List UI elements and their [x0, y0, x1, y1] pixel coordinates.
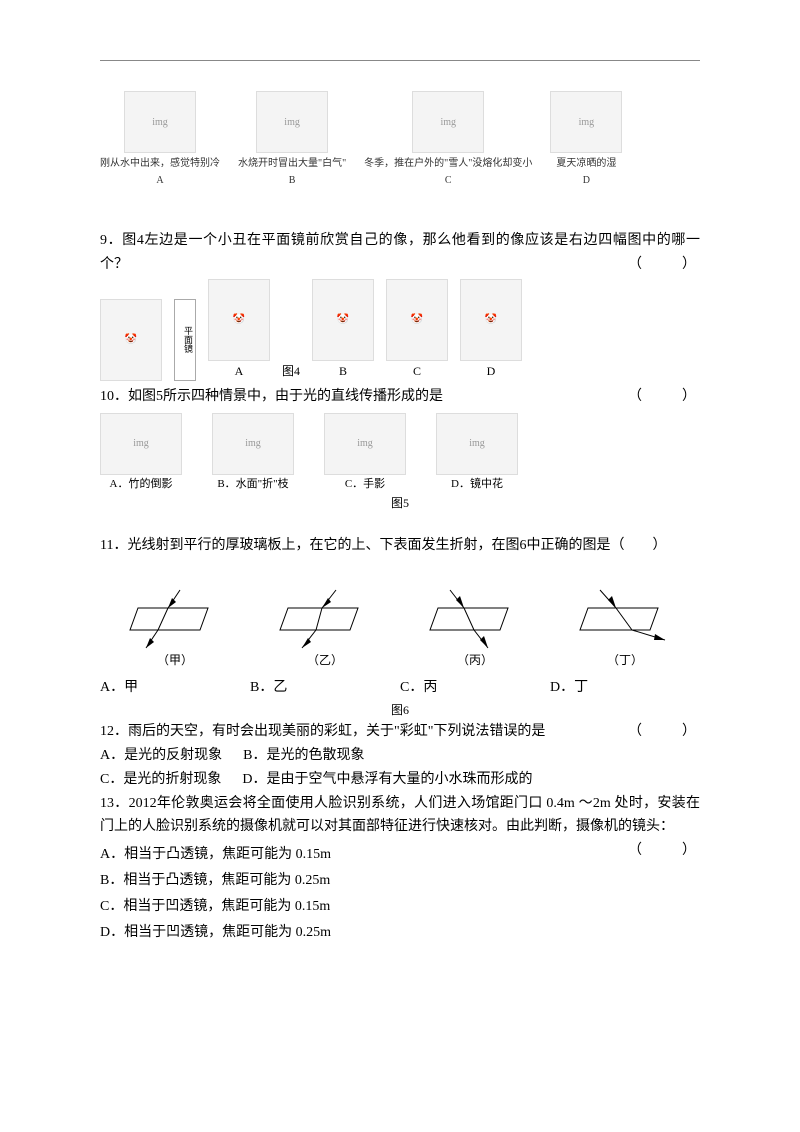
q13-c: C．相当于凹透镜，焦距可能为 0.15m	[100, 895, 700, 919]
illus-c-caption: 冬季，推在户外的"雪人"没熔化却变小	[364, 155, 532, 172]
q11-lbl-c: （丙）	[420, 650, 530, 670]
q11-fig-b: （乙）	[270, 588, 380, 670]
illus-c-letter: C	[364, 172, 532, 189]
q9-opt-b: B	[312, 361, 374, 381]
illus-a-letter: A	[100, 172, 220, 189]
q10-paren: （ ）	[628, 385, 700, 409]
q9: 9．图4左边是一个小丑在平面镜前欣赏自己的像，那么他看到的像应该是右边四幅图中的…	[100, 229, 700, 277]
q12-text: 12．雨后的天空，有时会出现美丽的彩虹，关于"彩虹"下列说法错误的是	[100, 724, 545, 739]
q9-opt-c-img: 🤡	[386, 279, 448, 361]
q11-svg-a	[120, 588, 230, 650]
q10-a-label: A．竹的倒影	[100, 475, 182, 494]
q9-opt-b-img: 🤡	[312, 279, 374, 361]
illus-b-letter: B	[238, 172, 346, 189]
q9-opt-d-img: 🤡	[460, 279, 522, 361]
q11-figure-row: （甲） （乙） （丙）	[100, 588, 700, 670]
q11-options: A．甲 B．乙 C．丙 D．丁	[100, 676, 700, 700]
q13-paren: （ ）	[628, 839, 700, 863]
q12-c: C．是光的折射现象	[100, 772, 221, 787]
illus-d-letter: D	[550, 172, 622, 189]
q11-svg-c	[420, 588, 530, 650]
top-rule	[100, 60, 700, 61]
q9-figure-row: 🤡 平面镜 🤡 A 图4 🤡 B 🤡 C 🤡 D	[100, 279, 700, 381]
q10-d-img: img	[436, 413, 518, 475]
q11-opt-b: B．乙	[250, 676, 400, 700]
illus-b: img 水烧开时冒出大量"白气" B	[238, 91, 346, 189]
q12-line2: C．是光的折射现象 D．是由于空气中悬浮有大量的小水珠而形成的	[100, 768, 700, 792]
q11-fig-d: （丁）	[570, 588, 680, 670]
q11-fig-a: （甲）	[120, 588, 230, 670]
illus-c: img 冬季，推在户外的"雪人"没熔化却变小 C	[364, 91, 532, 189]
q11-figlabel: 图6	[100, 700, 700, 720]
q9-clown-original: 🤡	[100, 299, 162, 381]
q12-paren: （ ）	[628, 720, 700, 744]
q10: 10．如图5所示四种情景中，由于光的直线传播形成的是 （ ）	[100, 385, 700, 409]
q12: 12．雨后的天空，有时会出现美丽的彩虹，关于"彩虹"下列说法错误的是 （ ）	[100, 720, 700, 744]
q11-lbl-a: （甲）	[120, 650, 230, 670]
q11-fig-c: （丙）	[420, 588, 530, 670]
q10-b: img B．水面"折"枝	[212, 413, 294, 494]
q10-b-img: img	[212, 413, 294, 475]
illus-b-caption: 水烧开时冒出大量"白气"	[238, 155, 346, 172]
q11-opt-d: D．丁	[550, 676, 700, 700]
q10-b-label: B．水面"折"枝	[212, 475, 294, 494]
q13-text: 13．2012年伦敦奥运会将全面使用人脸识别系统，人们进入场馆距门口 0.4m …	[100, 796, 700, 835]
q10-a: img A．竹的倒影	[100, 413, 182, 494]
q13-b: B．相当于凸透镜，焦距可能为 0.25m	[100, 869, 700, 893]
illus-a-image: img	[124, 91, 196, 153]
q13-a: A．相当于凸透镜，焦距可能为 0.15m	[100, 843, 700, 867]
q12-d: D．是由于空气中悬浮有大量的小水珠而形成的	[242, 772, 532, 787]
q9-opt-c: C	[386, 361, 448, 381]
q13-d: D．相当于凹透镜，焦距可能为 0.25m	[100, 921, 700, 945]
q10-a-img: img	[100, 413, 182, 475]
q13-options: A．相当于凸透镜，焦距可能为 0.15m B．相当于凸透镜，焦距可能为 0.25…	[100, 843, 700, 944]
illus-a-caption: 刚从水中出来，感觉特别冷	[100, 155, 220, 172]
q10-c-label: C．手影	[324, 475, 406, 494]
illus-d: img 夏天凉晒的湿 D	[550, 91, 622, 189]
q10-d-label: D．镜中花	[436, 475, 518, 494]
q10-figlabel: 图5	[100, 493, 700, 513]
q9-text: 9．图4左边是一个小丑在平面镜前欣赏自己的像，那么他看到的像应该是右边四幅图中的…	[100, 233, 700, 272]
q9-paren: （ ）	[628, 253, 700, 277]
page: img 刚从水中出来，感觉特别冷 A img 水烧开时冒出大量"白气" B im…	[0, 0, 800, 1132]
illus-b-image: img	[256, 91, 328, 153]
q11-lbl-b: （乙）	[270, 650, 380, 670]
q11-svg-d	[570, 588, 680, 650]
illus-d-caption: 夏天凉晒的湿	[550, 155, 622, 172]
q9-fig-label: 图4	[282, 361, 300, 381]
q9-mirror: 平面镜	[174, 299, 196, 381]
illustration-row-1: img 刚从水中出来，感觉特别冷 A img 水烧开时冒出大量"白气" B im…	[100, 91, 700, 189]
q9-opt-d: D	[460, 361, 522, 381]
illus-a: img 刚从水中出来，感觉特别冷 A	[100, 91, 220, 189]
q12-line1: A．是光的反射现象 B．是光的色散现象	[100, 744, 700, 768]
q12-a: A．是光的反射现象	[100, 748, 222, 763]
q10-d: img D．镜中花	[436, 413, 518, 494]
q11: 11．光线射到平行的厚玻璃板上，在它的上、下表面发生折射，在图6中正确的图是（ …	[100, 534, 700, 558]
q10-c: img C．手影	[324, 413, 406, 494]
q9-opt-a-img: 🤡	[208, 279, 270, 361]
q11-lbl-d: （丁）	[570, 650, 680, 670]
illus-c-image: img	[412, 91, 484, 153]
q10-c-img: img	[324, 413, 406, 475]
q9-opt-a: A	[208, 361, 270, 381]
illus-d-image: img	[550, 91, 622, 153]
q10-figure-row: img A．竹的倒影 img B．水面"折"枝 img C．手影 img D．镜…	[100, 413, 700, 494]
q10-text: 10．如图5所示四种情景中，由于光的直线传播形成的是	[100, 389, 443, 404]
q11-opt-c: C．丙	[400, 676, 550, 700]
q12-b: B．是光的色散现象	[243, 748, 364, 763]
q11-text: 11．光线射到平行的厚玻璃板上，在它的上、下表面发生折射，在图6中正确的图是（ …	[100, 538, 666, 553]
q13: 13．2012年伦敦奥运会将全面使用人脸识别系统，人们进入场馆距门口 0.4m …	[100, 792, 700, 840]
q11-svg-b	[270, 588, 380, 650]
q11-opt-a: A．甲	[100, 676, 250, 700]
